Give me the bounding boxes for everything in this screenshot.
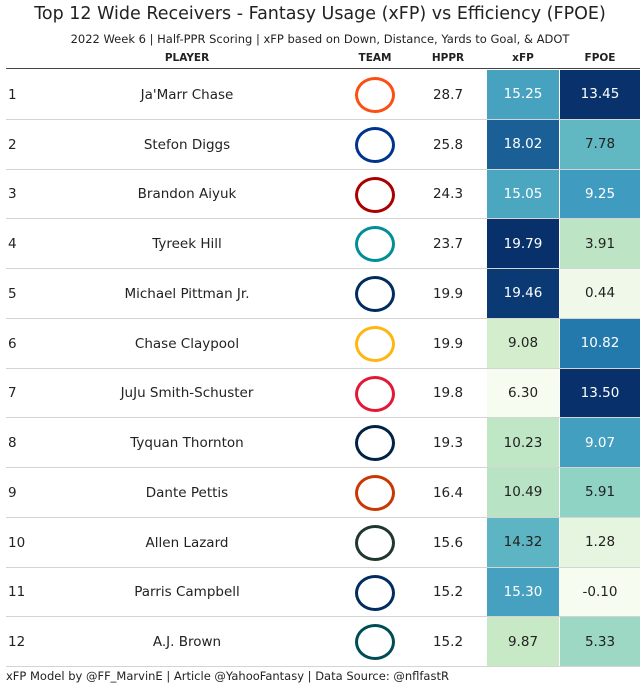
row-separator xyxy=(6,367,640,369)
hppr: 16.4 xyxy=(432,484,464,501)
title: Top 12 Wide Receivers - Fantasy Usage (x… xyxy=(34,4,606,24)
player-name: Chase Claypool xyxy=(134,335,240,352)
player-name: Ja'Marr Chase xyxy=(140,86,234,103)
row-separator xyxy=(6,417,640,419)
xfp-cell: 19.79 xyxy=(487,219,559,268)
fpoe-cell: -0.10 xyxy=(560,567,640,617)
fpoe-cell: 9.07 xyxy=(560,418,640,467)
rank: 7 xyxy=(8,385,17,402)
fpoe-cell: 9.25 xyxy=(560,169,640,219)
player-name: Tyreek Hill xyxy=(152,236,222,253)
fpoe-cell: 5.91 xyxy=(560,468,640,517)
player-name: Parris Campbell xyxy=(134,584,240,601)
hppr: 15.6 xyxy=(432,534,464,551)
xfp-cell: 9.08 xyxy=(487,318,559,368)
rank: 8 xyxy=(8,435,17,452)
hppr: 15.2 xyxy=(432,584,464,601)
xfp-cell: 15.05 xyxy=(487,169,559,219)
rank: 2 xyxy=(8,136,17,153)
fpoe-cell: 3.91 xyxy=(560,219,640,268)
hppr: 19.9 xyxy=(432,285,464,302)
xfp-cell: 15.30 xyxy=(487,567,559,617)
column-header: HPPR xyxy=(431,52,465,64)
row-separator xyxy=(6,268,640,269)
rank: 1 xyxy=(8,86,17,103)
team-logo xyxy=(355,77,395,113)
row-separator xyxy=(6,467,640,468)
rank: 4 xyxy=(8,236,17,253)
player-name: Allen Lazard xyxy=(145,534,229,551)
column-header: TEAM xyxy=(358,52,392,64)
team-logo xyxy=(355,574,395,611)
rank: 9 xyxy=(8,484,17,501)
team-logo xyxy=(355,176,395,213)
xfp-cell: 10.49 xyxy=(487,468,559,517)
xfp-cell: 6.30 xyxy=(487,368,559,418)
team-logo xyxy=(355,226,395,263)
player-name: Brandon Aiyuk xyxy=(137,186,237,203)
team-logo xyxy=(355,325,395,362)
team-logo xyxy=(355,276,395,312)
hppr: 24.3 xyxy=(432,186,464,203)
row-separator xyxy=(6,516,640,518)
row-separator xyxy=(6,317,640,319)
fpoe-cell: 0.44 xyxy=(560,269,640,318)
xfp-cell: 10.23 xyxy=(487,418,559,467)
player-name: Tyquan Thornton xyxy=(130,435,244,452)
player-name: Dante Pettis xyxy=(145,484,229,501)
fpoe-cell: 13.45 xyxy=(560,70,640,119)
hppr: 28.7 xyxy=(432,86,464,103)
fpoe-cell: 5.33 xyxy=(560,617,640,666)
team-logo xyxy=(355,425,395,462)
rank: 10 xyxy=(8,534,26,551)
xfp-cell: 14.32 xyxy=(487,517,559,567)
fpoe-cell: 7.78 xyxy=(560,119,640,169)
player-name: A.J. Brown xyxy=(152,634,222,651)
rank: 5 xyxy=(8,285,17,302)
column-header: PLAYER xyxy=(164,52,210,64)
team-logo xyxy=(355,126,395,163)
xfp-cell: 15.25 xyxy=(487,70,559,119)
rank: 6 xyxy=(8,335,17,352)
header-rule xyxy=(6,68,640,69)
player-name: Stefon Diggs xyxy=(143,136,231,153)
rank: 12 xyxy=(8,634,26,651)
team-logo xyxy=(355,524,395,561)
hppr: 15.2 xyxy=(432,634,464,651)
rank: 3 xyxy=(8,186,17,203)
row-separator xyxy=(6,566,640,568)
fpoe-cell: 1.28 xyxy=(560,517,640,567)
hppr: 25.8 xyxy=(432,136,464,153)
hppr: 19.3 xyxy=(432,435,464,452)
xfp-cell: 18.02 xyxy=(487,119,559,169)
xfp-cell: 19.46 xyxy=(487,269,559,318)
player-name: JuJu Smith-Schuster xyxy=(120,385,254,402)
column-header: FPOE xyxy=(584,52,616,64)
rank: 11 xyxy=(8,584,26,601)
hppr: 23.7 xyxy=(432,236,464,253)
team-logo xyxy=(355,475,395,511)
team-logo xyxy=(355,375,395,412)
row-separator xyxy=(6,218,640,220)
team-logo xyxy=(355,624,395,661)
column-header: xFP xyxy=(512,52,534,64)
xfp-cell: 9.87 xyxy=(487,617,559,666)
row-separator xyxy=(6,168,640,170)
subtitle: 2022 Week 6 | Half-PPR Scoring | xFP bas… xyxy=(70,32,570,46)
row-separator xyxy=(6,616,640,618)
fpoe-cell: 10.82 xyxy=(560,318,640,368)
hppr: 19.9 xyxy=(432,335,464,352)
fpoe-cell: 13.50 xyxy=(560,368,640,418)
footer: xFP Model by @FF_MarvinE | Article @Yaho… xyxy=(6,669,449,683)
row-separator xyxy=(6,118,640,120)
row-separator xyxy=(6,666,640,667)
hppr: 19.8 xyxy=(432,385,464,402)
player-name: Michael Pittman Jr. xyxy=(124,285,250,302)
